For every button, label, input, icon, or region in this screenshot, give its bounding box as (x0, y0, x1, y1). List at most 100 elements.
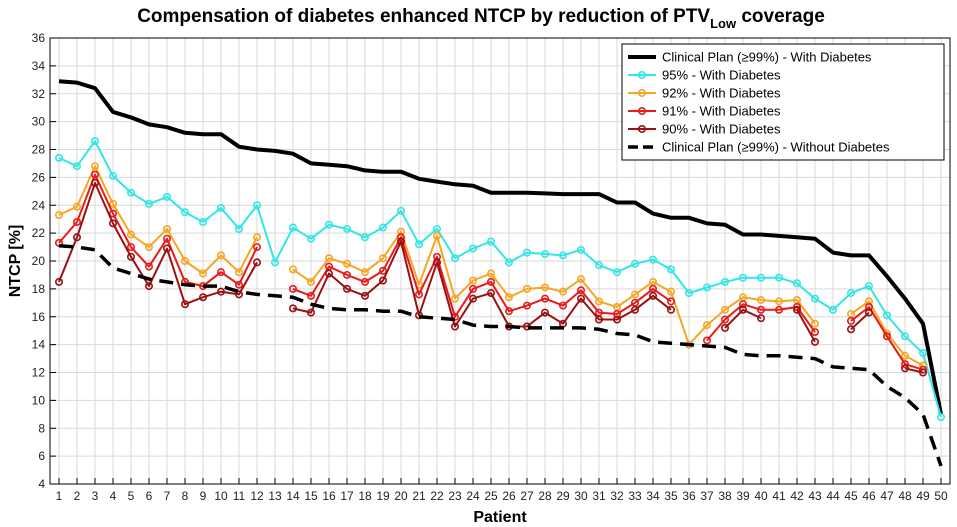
data-point (486, 269, 495, 278)
data-point (738, 273, 747, 282)
data-point (217, 287, 226, 296)
data-point (181, 208, 190, 217)
data-point (360, 233, 369, 242)
data-point (738, 305, 747, 314)
series-line (850, 306, 924, 371)
data-point (145, 282, 154, 291)
data-point (774, 297, 783, 306)
data-point (540, 283, 549, 292)
data-point (666, 287, 675, 296)
data-point (199, 217, 208, 226)
data-point (360, 268, 369, 277)
data-point (522, 301, 531, 310)
series-2 (54, 137, 945, 422)
legend-label: 92% - With Diabetes (662, 86, 781, 101)
data-point (864, 308, 873, 317)
data-point (828, 305, 837, 314)
x-tick-label: 32 (610, 489, 624, 503)
legend-item: 91% - With Diabetes (628, 104, 781, 119)
data-point (594, 261, 603, 270)
data-point (504, 293, 513, 302)
data-point (378, 223, 387, 232)
data-point (342, 224, 351, 233)
y-tick-label: 12 (32, 366, 46, 380)
data-point (324, 269, 333, 278)
x-tick-label: 12 (250, 489, 264, 503)
legend-label: Clinical Plan (≥99%) - With Diabetes (662, 50, 872, 65)
legend-marker (637, 125, 646, 134)
x-tick-label: 50 (934, 489, 948, 503)
data-point (432, 231, 441, 240)
x-tick-label: 19 (376, 489, 390, 503)
x-tick-label: 14 (286, 489, 300, 503)
data-point (792, 279, 801, 288)
data-point (810, 294, 819, 303)
data-point (900, 332, 909, 341)
data-point (810, 337, 819, 346)
data-point (288, 265, 297, 274)
data-point (666, 297, 675, 306)
data-point (756, 296, 765, 305)
data-point (288, 284, 297, 293)
data-point (504, 307, 513, 316)
data-point (163, 234, 172, 243)
data-point (396, 206, 405, 215)
series-1 (58, 79, 943, 415)
data-point (702, 336, 711, 345)
x-tick-label: 37 (700, 489, 714, 503)
data-point (306, 277, 315, 286)
x-tick-label: 4 (110, 489, 117, 503)
chart-title: Compensation of diabetes enhanced NTCP b… (137, 6, 825, 31)
y-tick-label: 36 (32, 31, 46, 45)
x-tick-label: 9 (200, 489, 207, 503)
legend-label: 90% - With Diabetes (662, 122, 781, 137)
data-point (163, 224, 172, 233)
data-point (846, 289, 855, 298)
x-tick-label: 45 (844, 489, 858, 503)
data-point (918, 348, 927, 357)
data-point (253, 258, 262, 267)
data-point (522, 248, 531, 257)
series-line (58, 79, 943, 415)
data-point (504, 258, 513, 267)
data-point (576, 286, 585, 295)
data-point (450, 254, 459, 263)
x-tick-label: 13 (268, 489, 282, 503)
y-tick-label: 14 (32, 338, 46, 352)
data-point (648, 255, 657, 264)
series-5 (54, 178, 927, 377)
y-tick-label: 30 (32, 115, 46, 129)
data-point (253, 233, 262, 242)
data-point (91, 170, 100, 179)
series-line (796, 309, 816, 343)
data-point (73, 233, 82, 242)
legend-box (621, 43, 945, 161)
x-tick-label: 16 (322, 489, 336, 503)
data-point (432, 258, 441, 267)
x-tick-label: 41 (772, 489, 786, 503)
data-point (324, 254, 333, 263)
data-point (810, 319, 819, 328)
y-tick-label: 28 (32, 143, 46, 157)
data-point (235, 268, 244, 277)
x-tick-label: 35 (664, 489, 678, 503)
x-tick-label: 10 (214, 489, 228, 503)
x-tick-label: 49 (916, 489, 930, 503)
data-point (774, 273, 783, 282)
data-point (882, 332, 891, 341)
y-tick-label: 26 (32, 170, 46, 184)
data-point (73, 217, 82, 226)
x-axis: 1 2 3 4 5 6 7 8 9 10 11 12 13 14 15 16 17 18 19 20 21 22 23 24 2… (56, 478, 948, 503)
legend-label: Clinical Plan (≥99%) - Without Diabetes (662, 140, 890, 155)
data-point (486, 237, 495, 246)
data-point (253, 201, 262, 210)
data-point (414, 290, 423, 299)
data-point (540, 294, 549, 303)
data-point (630, 305, 639, 314)
y-tick-label: 10 (32, 393, 46, 407)
series-line (58, 243, 943, 467)
data-point (432, 252, 441, 261)
data-point (900, 351, 909, 360)
data-point (756, 314, 765, 323)
data-point (163, 244, 172, 253)
